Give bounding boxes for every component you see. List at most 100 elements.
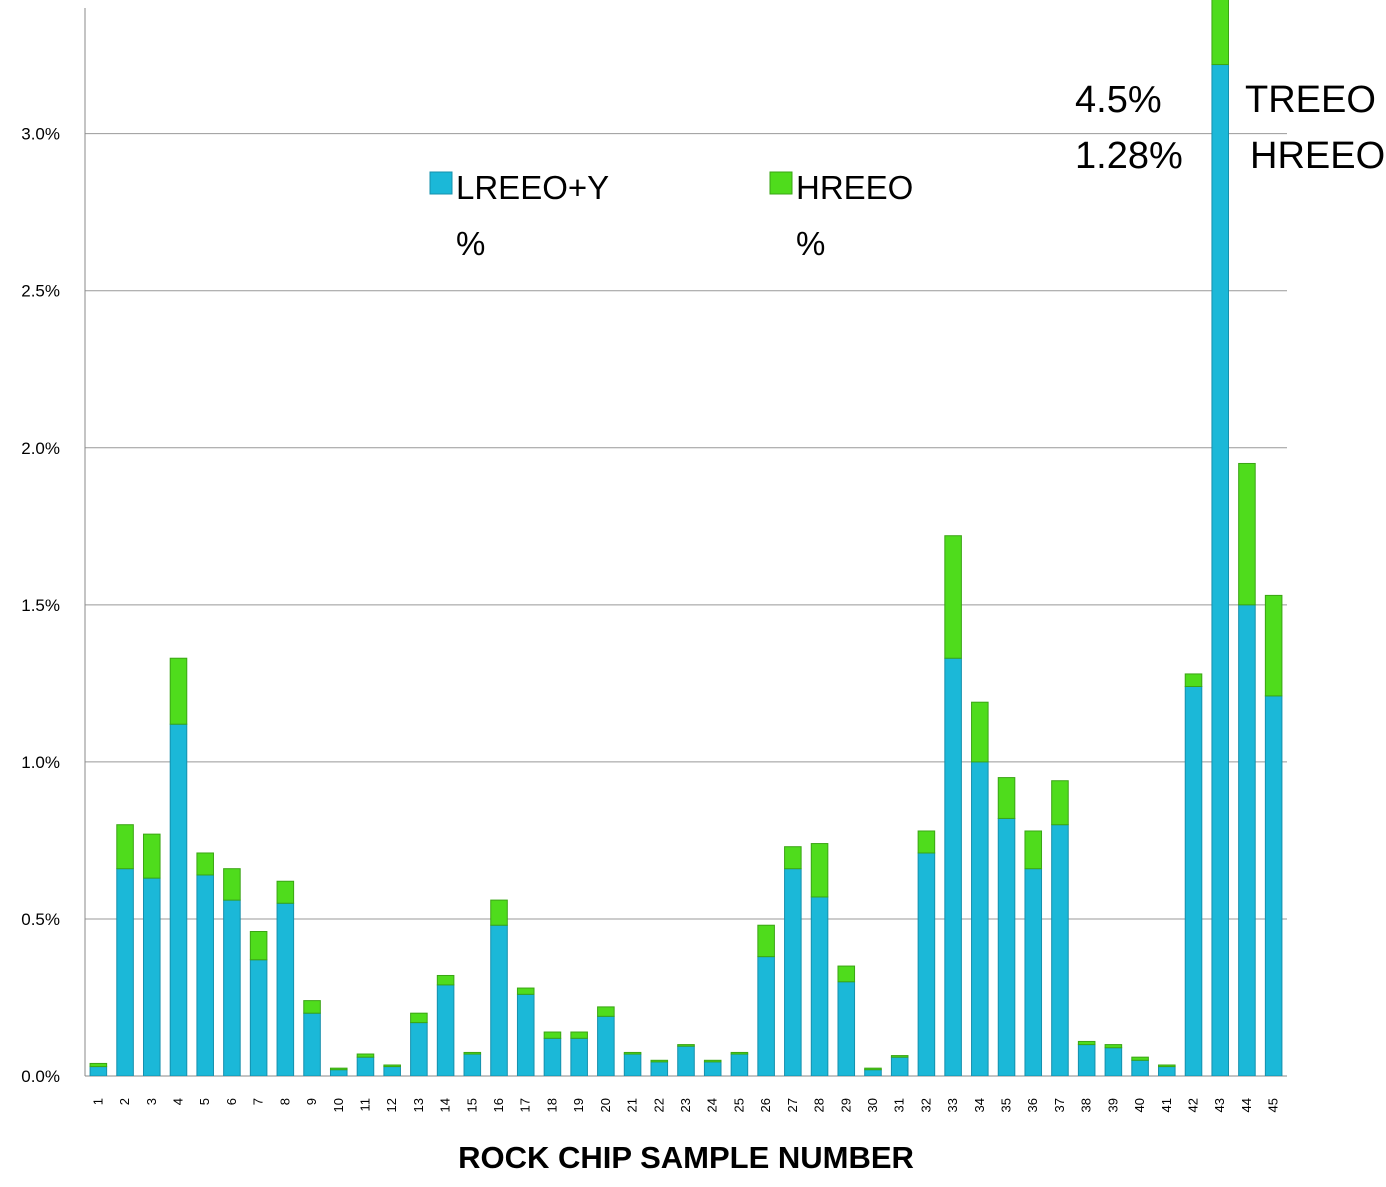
bar-lreeo	[1211, 64, 1230, 1076]
x-tick-label: 24	[705, 1098, 720, 1112]
x-tick-label: 36	[1025, 1098, 1040, 1112]
bar-hreeo	[730, 1051, 749, 1055]
bar-lreeo	[303, 1012, 321, 1076]
x-tick-label: 9	[304, 1098, 319, 1105]
bar-hreeo	[570, 1031, 588, 1039]
x-tick-label: 7	[251, 1098, 266, 1105]
bar-hreeo	[597, 1006, 615, 1017]
x-tick-label: 3	[144, 1098, 159, 1105]
x-tick-label: 6	[224, 1098, 239, 1105]
y-tick-label: 0.5%	[21, 910, 60, 929]
bar-hreeo	[703, 1059, 722, 1063]
legend-swatch	[429, 171, 453, 195]
bar-lreeo	[116, 868, 134, 1076]
x-tick-label: 19	[571, 1098, 586, 1112]
x-tick-label: 4	[170, 1098, 185, 1105]
x-tick-label: 34	[972, 1098, 987, 1112]
x-tick-label: 29	[838, 1098, 853, 1112]
bar-lreeo	[516, 993, 535, 1076]
bar-lreeo	[383, 1066, 401, 1076]
bar-lreeo	[142, 877, 161, 1076]
annotation: 1.28%	[1075, 135, 1183, 177]
bar-lreeo	[703, 1061, 722, 1076]
bar-hreeo	[223, 868, 241, 901]
x-tick-label: 23	[678, 1098, 693, 1112]
x-tick-label: 35	[999, 1098, 1014, 1112]
bar-hreeo	[490, 899, 508, 926]
bar-hreeo	[890, 1055, 909, 1058]
x-tick-label: 42	[1186, 1098, 1201, 1112]
bar-hreeo	[623, 1051, 642, 1055]
annotation: 4.5%	[1075, 79, 1162, 121]
x-tick-label: 40	[1132, 1098, 1147, 1112]
bar-hreeo	[89, 1062, 108, 1068]
bar-lreeo	[730, 1053, 749, 1076]
bar-hreeo	[303, 1000, 321, 1014]
x-tick-label: 18	[544, 1098, 559, 1112]
x-tick-label: 27	[785, 1098, 800, 1112]
bar-hreeo	[997, 777, 1016, 819]
bar-lreeo	[997, 817, 1016, 1076]
bar-lreeo	[249, 959, 268, 1076]
bar-hreeo	[169, 657, 188, 725]
bar-hreeo	[1184, 673, 1203, 687]
bar-lreeo	[1264, 695, 1283, 1076]
bar-lreeo	[810, 896, 829, 1076]
bar-lreeo	[597, 1015, 615, 1076]
x-tick-label: 5	[197, 1098, 212, 1105]
bar-hreeo	[757, 924, 775, 958]
x-tick-label: 31	[892, 1098, 907, 1112]
bar-hreeo	[410, 1012, 428, 1024]
x-tick-label: 25	[731, 1098, 746, 1112]
bar-lreeo	[276, 902, 295, 1076]
bar-lreeo	[650, 1061, 669, 1076]
bar-hreeo	[543, 1031, 562, 1039]
bar-lreeo	[890, 1056, 909, 1076]
x-tick-label: 2	[117, 1098, 132, 1105]
x-tick-label: 17	[518, 1098, 533, 1112]
y-tick-label: 0.0%	[21, 1067, 60, 1086]
bar-lreeo	[169, 723, 188, 1076]
x-tick-label: 43	[1212, 1098, 1227, 1112]
x-tick-label: 38	[1079, 1098, 1094, 1112]
bar-hreeo	[249, 931, 268, 961]
bar-hreeo	[1104, 1044, 1123, 1049]
x-tick-label: 32	[918, 1098, 933, 1112]
bar-lreeo	[356, 1056, 375, 1076]
bar-lreeo	[196, 874, 214, 1076]
bar-lreeo	[784, 868, 802, 1076]
x-tick-label: 10	[331, 1098, 346, 1112]
bar-lreeo	[757, 956, 775, 1076]
bar-hreeo	[971, 701, 989, 763]
bar-lreeo	[837, 981, 856, 1076]
bar-lreeo	[463, 1053, 482, 1076]
legend-label: HREEO %	[796, 169, 914, 262]
bar-lreeo	[1131, 1059, 1149, 1076]
x-tick-label: 15	[464, 1098, 479, 1112]
bar-hreeo	[944, 535, 962, 659]
bar-hreeo	[329, 1067, 348, 1071]
x-tick-label: 30	[865, 1098, 880, 1112]
x-tick-label: 28	[812, 1098, 827, 1112]
bar-lreeo	[971, 761, 989, 1076]
x-axis-title: ROCK CHIP SAMPLE NUMBER	[458, 1140, 914, 1175]
bar-hreeo	[1264, 594, 1283, 697]
bar-hreeo	[864, 1067, 882, 1071]
bar-lreeo	[944, 657, 962, 1076]
bar-hreeo	[142, 833, 161, 879]
y-tick-label: 1.0%	[21, 753, 60, 772]
x-tick-label: 20	[598, 1098, 613, 1112]
bar-hreeo	[1211, 0, 1230, 66]
bars	[89, 0, 1283, 1076]
y-tick-label: 1.5%	[21, 596, 60, 615]
bar-lreeo	[1238, 604, 1256, 1076]
bar-hreeo	[383, 1064, 401, 1068]
bar-hreeo	[1051, 780, 1069, 826]
x-tick-label: 44	[1239, 1098, 1254, 1112]
y-tick-label: 3.0%	[21, 125, 60, 144]
bar-lreeo	[1077, 1044, 1096, 1076]
x-tick-label: 21	[625, 1098, 640, 1112]
x-tick-label: 8	[277, 1098, 292, 1105]
bar-lreeo	[543, 1037, 562, 1076]
